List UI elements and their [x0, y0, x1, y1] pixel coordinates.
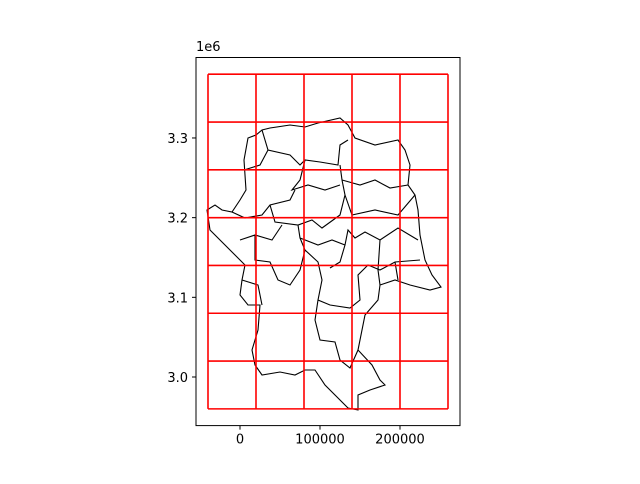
region-boundary — [206, 117, 442, 411]
y-tick-label: 3.2 — [167, 212, 188, 227]
y-tick-label: 3.3 — [167, 132, 188, 147]
y-tick-label: 3.1 — [167, 291, 188, 306]
offset-label: 1e6 — [196, 40, 221, 55]
axes-frame — [195, 57, 461, 427]
x-tick-label: 200000 — [375, 433, 425, 448]
district-line — [231, 129, 421, 369]
x-tick-label: 100000 — [295, 433, 345, 448]
map-outlines — [206, 117, 442, 411]
x-tick-label: 0 — [236, 433, 244, 448]
y-tick-label: 3.0 — [167, 371, 188, 386]
